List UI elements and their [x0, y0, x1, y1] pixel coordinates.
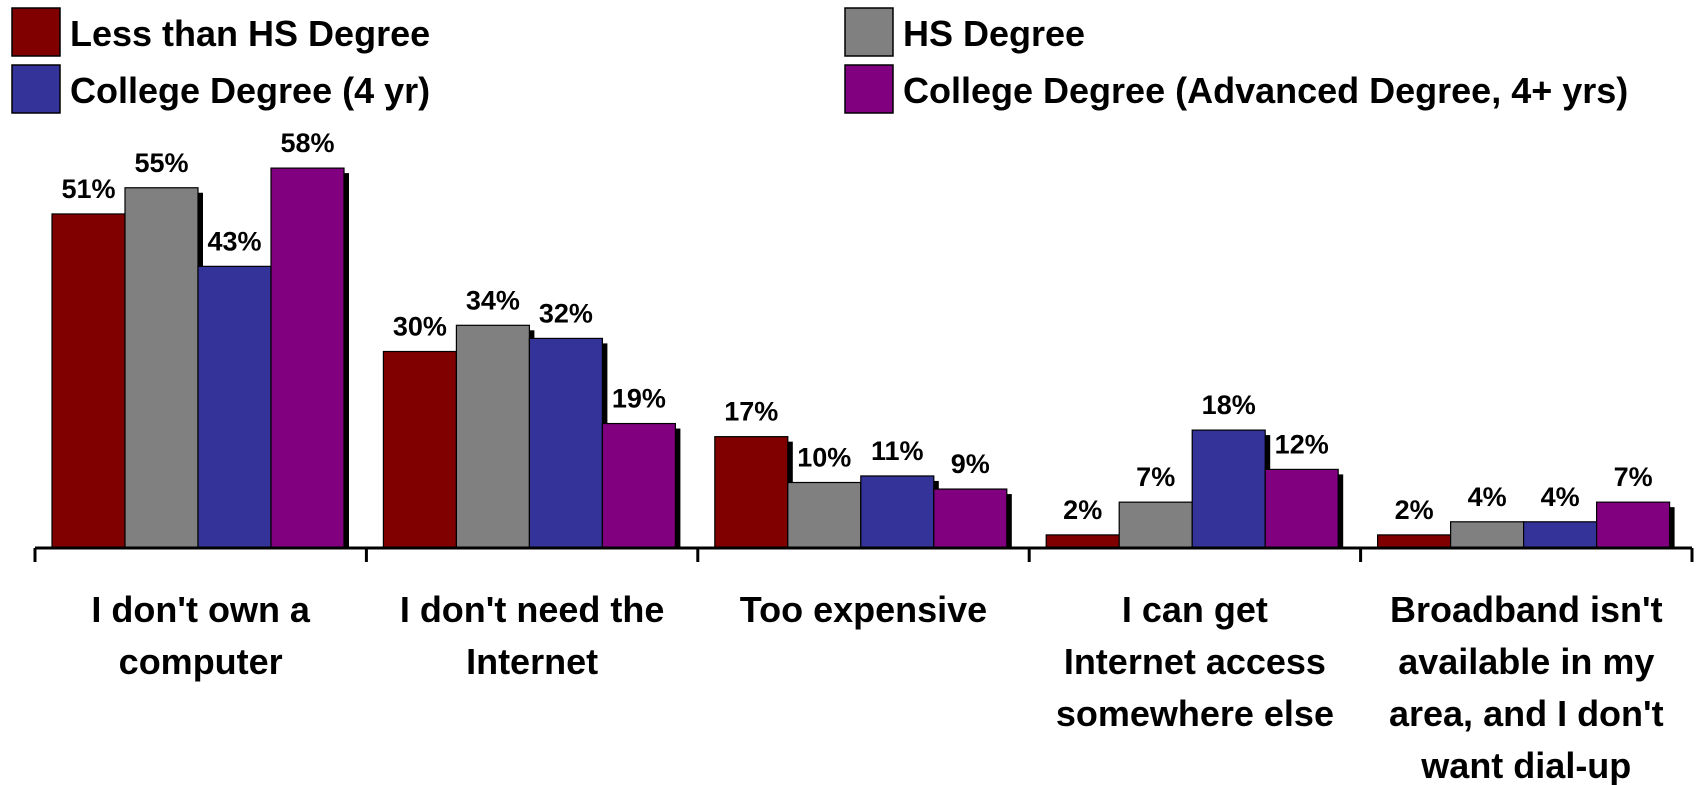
data-label: 18%	[1202, 390, 1256, 420]
legend-item-hs-degree: HS Degree	[844, 7, 1085, 57]
legend-label: HS Degree	[903, 13, 1085, 54]
bar-college-degree-4-yr	[1191, 429, 1266, 549]
data-label: 34%	[466, 285, 520, 315]
data-label: 55%	[134, 148, 188, 178]
data-label: 12%	[1275, 429, 1329, 459]
category-label: I can get Internet access somewhere else	[1056, 589, 1334, 734]
bar-hs-degree	[455, 324, 530, 549]
category-label: I don't need the Internet	[400, 589, 665, 682]
legend-swatch	[844, 64, 894, 114]
legend-swatch	[11, 64, 61, 114]
data-label: 4%	[1468, 482, 1507, 512]
legend: Less than HS Degree HS Degree College Degr…	[11, 7, 1628, 114]
data-label: 2%	[1395, 495, 1434, 525]
data-label: 51%	[61, 174, 115, 204]
data-label: 7%	[1614, 462, 1653, 492]
category-label: Broadband isn't available in my area, and …	[1389, 589, 1664, 785]
bar-college-degree-4-yr	[860, 475, 935, 549]
legend-label: College Degree (4 yr)	[70, 70, 430, 111]
bar-less-than-hs-degree	[714, 436, 789, 549]
bar-hs-degree	[1118, 501, 1193, 549]
data-label: 32%	[539, 298, 593, 328]
legend-swatch	[11, 7, 61, 57]
bar-hs-degree	[787, 481, 862, 549]
category-label: I don't own a computer	[91, 589, 311, 682]
data-label: 43%	[207, 226, 261, 256]
legend-item-college-degree-4-yr: College Degree (4 yr)	[11, 64, 430, 114]
bar-college-degree-advanced-degree-4-yrs	[1595, 501, 1671, 549]
data-label: 30%	[393, 312, 447, 342]
bar-group-5: 2% 4% 4% 7%	[1376, 462, 1675, 549]
bar-college-degree-4-yr	[1522, 521, 1598, 549]
bar-college-degree-advanced-degree-4-yrs	[1264, 468, 1339, 549]
data-label: 10%	[797, 443, 851, 473]
legend-item-less-than-hs-degree: Less than HS Degree	[11, 7, 430, 57]
bar-college-degree-4-yr	[528, 337, 604, 549]
data-label: 7%	[1136, 462, 1175, 492]
bar-less-than-hs-degree	[382, 350, 457, 549]
bar-college-degree-advanced-degree-4-yrs	[270, 167, 345, 549]
bar-college-degree-advanced-degree-4-yrs	[933, 488, 1008, 549]
x-axis	[33, 546, 1694, 562]
bar-group-4: 2% 7% 18% 12%	[1045, 390, 1344, 549]
bar-less-than-hs-degree	[51, 213, 126, 549]
data-label: 17%	[724, 397, 778, 427]
bar-hs-degree	[124, 187, 199, 549]
legend-swatch	[844, 7, 894, 57]
legend-label: College Degree (Advanced Degree, 4+ yrs)	[903, 70, 1628, 111]
data-label: 11%	[871, 436, 924, 466]
legend-label: Less than HS Degree	[70, 13, 430, 54]
data-label: 4%	[1541, 482, 1580, 512]
category-label: Too expensive	[740, 589, 987, 630]
data-label: 2%	[1063, 495, 1102, 525]
bar-hs-degree	[1449, 521, 1525, 549]
bar-group-1: 51% 55% 43% 58%	[51, 128, 349, 549]
bar-college-degree-advanced-degree-4-yrs	[601, 422, 677, 549]
data-label: 9%	[951, 449, 990, 479]
bar-college-degree-4-yr	[197, 265, 272, 549]
bar-group-3: 17% 10% 11% 9%	[714, 397, 1012, 549]
data-label: 19%	[612, 384, 666, 414]
bars: 51% 55% 43% 58% 30% 34% 32% 19% 17% 10% 11% 9% 2% 7% 1…	[51, 128, 1675, 549]
category-labels: I don't own a computer I don't need the Int…	[91, 589, 1663, 785]
bar-less-than-hs-degree	[1045, 534, 1120, 549]
bar-less-than-hs-degree	[1376, 534, 1452, 549]
legend-item-college-degree-advanced-degree-4-yrs: College Degree (Advanced Degree, 4+ yrs)	[844, 64, 1628, 114]
data-label: 58%	[280, 128, 334, 158]
bar-group-2: 30% 34% 32% 19%	[382, 285, 681, 549]
